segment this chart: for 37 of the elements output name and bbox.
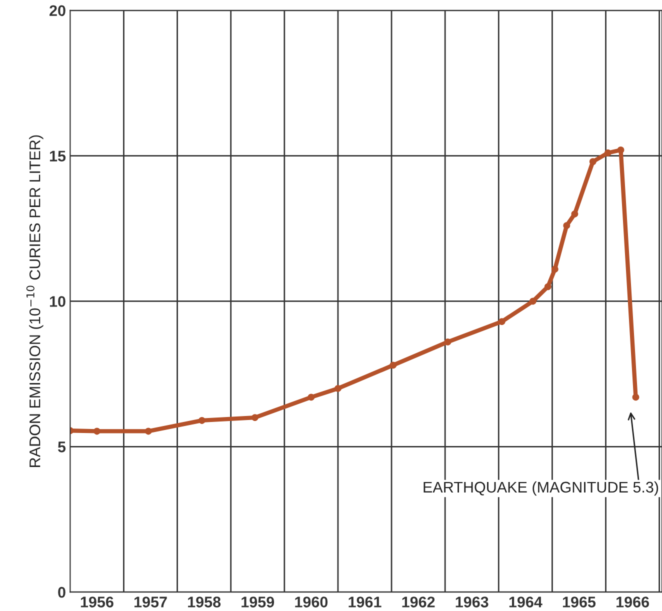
point — [551, 266, 558, 273]
point — [529, 298, 536, 305]
point — [544, 283, 552, 290]
y-tick-label: 15 — [50, 150, 66, 162]
x-tick-label: 1958 — [188, 596, 221, 608]
x-tick-label: 1960 — [295, 596, 328, 608]
line-series — [70, 146, 640, 435]
point — [571, 210, 578, 218]
y-axis-title: RADON EMISSION (10$^{−10}$ CURIES PER LITER) — [26, 135, 44, 467]
x-tick-label: 1966 — [616, 596, 649, 608]
point — [617, 146, 624, 154]
x-tick-label: 1963 — [456, 596, 488, 608]
point — [144, 428, 152, 435]
x-tick-label: 1961 — [348, 596, 382, 608]
point — [93, 428, 100, 435]
point — [444, 338, 452, 346]
point — [604, 149, 612, 156]
y-tick-label: 0 — [58, 586, 66, 598]
point — [251, 414, 258, 422]
x-tick-label: 1964 — [509, 596, 542, 608]
x-tick-label: 1965 — [562, 596, 596, 608]
point — [308, 394, 315, 401]
annotation: EARTHQUAKE (MAGNITUDE 5.3) — [424, 481, 658, 496]
x-tick-label: 1956 — [80, 596, 114, 608]
point — [563, 222, 570, 230]
x-tick-label: 1959 — [242, 596, 274, 608]
y-tick-label: 10 — [50, 296, 66, 307]
point — [632, 394, 640, 401]
y-tick-label: 5 — [58, 442, 66, 452]
point — [498, 318, 506, 326]
x-tick-label: 1957 — [134, 596, 167, 608]
x-tick-label: 1962 — [402, 596, 435, 608]
y-tick-label: 20 — [50, 5, 66, 16]
point — [198, 416, 206, 424]
point — [589, 158, 596, 166]
point — [334, 385, 342, 392]
point — [390, 362, 397, 369]
